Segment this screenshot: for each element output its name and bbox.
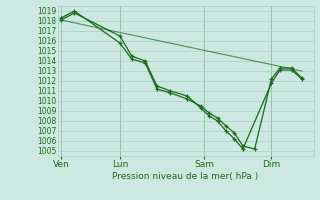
X-axis label: Pression niveau de la mer( hPa ): Pression niveau de la mer( hPa )	[112, 172, 259, 181]
